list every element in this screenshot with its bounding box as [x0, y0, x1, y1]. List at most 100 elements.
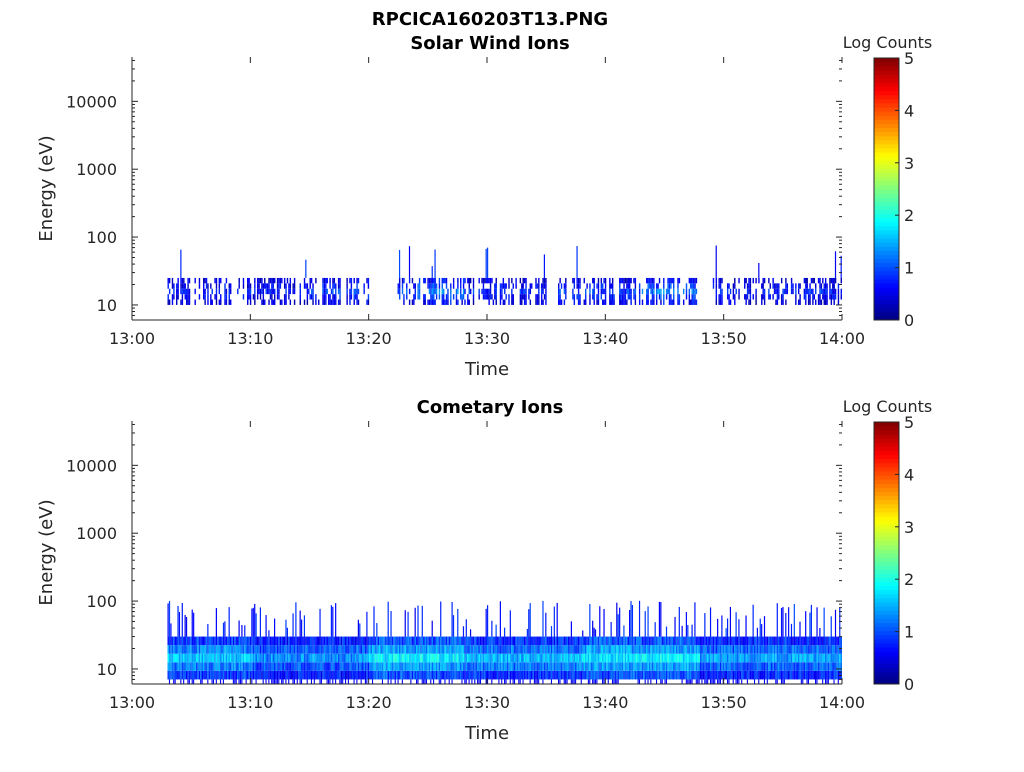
- spectrogram-cell: [406, 283, 408, 289]
- spectrogram-cell: [421, 662, 424, 671]
- spectrogram-cell: [565, 679, 567, 684]
- spectrogram-cell: [751, 645, 753, 654]
- spectrogram-cell: [478, 288, 480, 295]
- spectrogram-cell: [714, 645, 716, 654]
- spectrogram-cell: [545, 277, 547, 284]
- x-tick-label: 14:00: [819, 329, 865, 348]
- spectrogram-cell: [272, 662, 274, 671]
- spectrogram-cell: [522, 645, 524, 654]
- spectrogram-cell: [660, 294, 662, 300]
- spectrogram-cell: [576, 283, 578, 289]
- spectrogram-cell: [646, 662, 648, 671]
- spectrogram-cell: [611, 277, 614, 284]
- spectrogram-cell: [697, 679, 699, 684]
- spectrogram-cell: [258, 283, 260, 289]
- spectrogram-cell: [468, 679, 470, 684]
- spectrogram-cell: [806, 662, 808, 671]
- spectrogram-cell: [210, 645, 212, 654]
- spectrogram-cell: [323, 662, 326, 671]
- spectrogram-cell: [745, 662, 747, 671]
- spectrogram-cell: [376, 623, 378, 637]
- spectrogram-cell: [725, 653, 727, 663]
- spectrogram-cell: [663, 299, 665, 305]
- spectrogram-cell: [594, 629, 597, 637]
- spectrogram-cell: [249, 653, 252, 663]
- spectrogram-cell: [695, 299, 698, 305]
- spectrogram-cell: [630, 277, 632, 284]
- spectrogram-cell: [462, 636, 465, 646]
- spectrogram-cell: [288, 288, 290, 295]
- colorbar-swatch: [874, 454, 899, 460]
- spectrogram-cell: [575, 679, 577, 684]
- spectrogram-cell: [702, 670, 705, 680]
- spectrogram-cell: [438, 679, 440, 684]
- spectrogram-cell: [501, 288, 503, 295]
- spectrogram-cell: [668, 299, 671, 305]
- spectrogram-cell: [364, 662, 367, 671]
- spectrogram-cell: [472, 653, 475, 663]
- spectrogram-cell: [803, 294, 806, 300]
- spectrogram-cell: [256, 283, 259, 289]
- spectrogram-cell: [553, 662, 556, 671]
- spectrogram-cell: [508, 283, 510, 289]
- spectrogram-cell: [350, 670, 353, 680]
- spectrogram-cell: [185, 653, 188, 663]
- spectrogram-cell: [310, 670, 313, 680]
- spectrogram-cell: [651, 645, 654, 654]
- spectrogram-cell: [759, 618, 761, 637]
- spectrogram-cell: [783, 679, 785, 684]
- spectrogram-cell: [177, 294, 179, 300]
- spectrogram-cell: [548, 645, 550, 654]
- spectrogram-cell: [584, 653, 587, 663]
- spectrogram-cell: [188, 299, 191, 305]
- spectrogram-cell: [445, 636, 448, 646]
- spectrogram-cell: [746, 670, 749, 680]
- spectrogram-cell: [373, 662, 375, 671]
- spectrogram-cell: [519, 653, 522, 663]
- spectrogram-cell: [332, 294, 334, 300]
- spectrogram-cell: [205, 636, 208, 646]
- spectrogram-cell: [171, 277, 174, 284]
- spectrogram-cell: [819, 277, 821, 284]
- spectrogram-cell: [657, 670, 659, 680]
- spectrogram-cell: [352, 645, 354, 654]
- spectrogram-cell: [655, 653, 658, 663]
- spectrogram-cell: [827, 662, 830, 671]
- spectrogram-cell: [431, 620, 433, 637]
- colorbar-swatch: [874, 667, 899, 673]
- spectrogram-cell: [660, 636, 662, 646]
- spectrogram-cell: [183, 679, 185, 684]
- spectrogram-cell: [354, 670, 357, 680]
- spectrogram-cell: [298, 670, 300, 680]
- spectrogram-cell: [738, 294, 740, 300]
- spectrogram-cell: [452, 653, 455, 663]
- spectrogram-cell: [697, 636, 699, 646]
- spectrogram-cell: [450, 653, 452, 663]
- spectrogram-cell: [535, 679, 537, 684]
- spectrogram-cell: [829, 294, 831, 300]
- spectrogram-cell: [288, 679, 290, 684]
- spectrogram-cell: [300, 653, 303, 663]
- spectrogram-cell: [744, 277, 746, 284]
- spectrogram-cell: [492, 636, 495, 646]
- spectrogram-cell: [292, 283, 294, 289]
- spectrogram-cell: [370, 670, 372, 680]
- spectrogram-cell: [462, 288, 465, 295]
- spectrogram-cell: [746, 679, 748, 684]
- spectrogram-cell: [318, 645, 320, 654]
- spectrogram-cell: [241, 636, 243, 646]
- spectrogram-cell: [353, 662, 355, 671]
- spectrogram-cell: [292, 670, 294, 680]
- spectrogram-cell: [212, 653, 215, 663]
- spectrogram-cell: [555, 662, 557, 671]
- spectrogram-cell: [749, 299, 752, 305]
- spectrogram-cell: [336, 636, 338, 646]
- spectrogram-cell: [526, 628, 528, 637]
- spectrogram-cell: [374, 662, 377, 671]
- spectrogram-cell: [208, 636, 211, 646]
- spectrogram-cell: [769, 636, 771, 646]
- spectrogram-cell: [732, 294, 735, 300]
- spectrogram-cell: [721, 277, 723, 284]
- spectrogram-cell: [751, 662, 753, 671]
- spectrogram-cell: [356, 277, 358, 284]
